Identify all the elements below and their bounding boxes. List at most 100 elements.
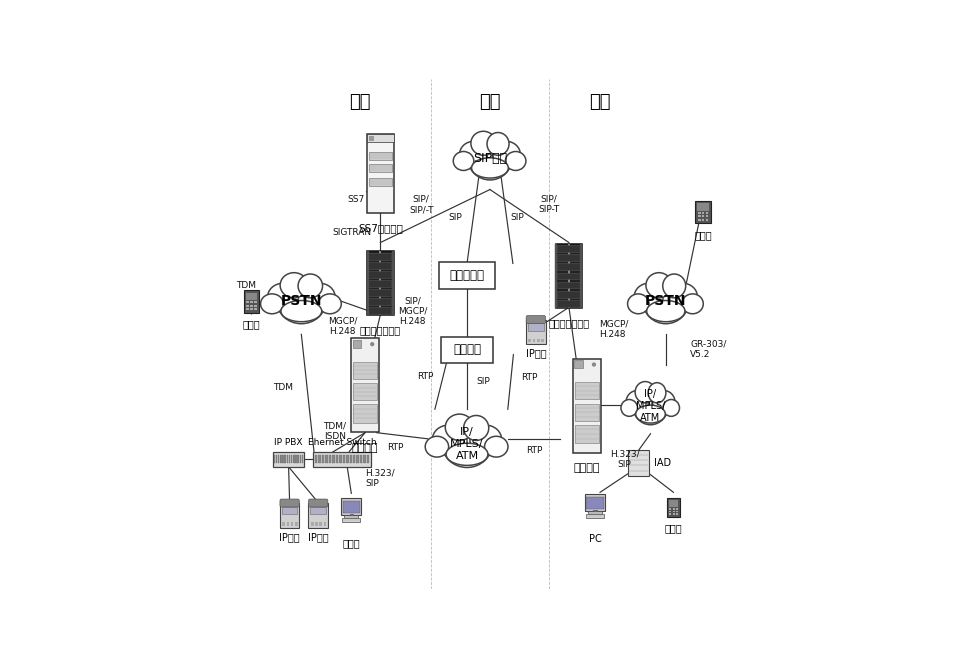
FancyBboxPatch shape [318,455,321,463]
Text: IAD: IAD [654,457,671,468]
Text: SIP: SIP [476,377,489,386]
Text: 接入: 接入 [589,93,610,111]
FancyBboxPatch shape [676,510,678,512]
FancyBboxPatch shape [369,152,392,160]
FancyBboxPatch shape [706,215,708,218]
Ellipse shape [460,142,488,168]
FancyBboxPatch shape [528,323,544,330]
FancyBboxPatch shape [254,308,256,310]
Text: IP电话: IP电话 [526,349,546,359]
FancyBboxPatch shape [336,455,338,463]
FancyBboxPatch shape [706,218,708,220]
FancyBboxPatch shape [367,252,394,315]
Ellipse shape [635,381,655,403]
FancyBboxPatch shape [247,308,249,310]
FancyBboxPatch shape [244,290,259,312]
Text: 媒体网关: 媒体网关 [352,443,379,453]
FancyBboxPatch shape [368,307,392,314]
FancyBboxPatch shape [673,513,675,515]
Ellipse shape [621,399,638,416]
FancyBboxPatch shape [441,336,493,363]
FancyBboxPatch shape [353,361,377,379]
FancyBboxPatch shape [380,252,381,315]
FancyBboxPatch shape [339,455,341,463]
FancyBboxPatch shape [311,522,314,526]
FancyBboxPatch shape [556,245,580,252]
FancyBboxPatch shape [668,500,679,506]
FancyBboxPatch shape [676,508,678,510]
Ellipse shape [485,436,508,457]
Text: 软电话: 软电话 [342,538,360,548]
Ellipse shape [261,294,283,314]
Text: 电话机: 电话机 [243,320,260,330]
FancyBboxPatch shape [287,522,290,526]
Text: IP PBX: IP PBX [274,438,303,448]
Text: 电话机: 电话机 [694,230,712,240]
Text: PSTN: PSTN [281,294,322,308]
FancyBboxPatch shape [586,514,604,518]
Text: 应用: 应用 [479,93,501,111]
FancyBboxPatch shape [580,244,582,308]
FancyBboxPatch shape [367,252,369,315]
FancyBboxPatch shape [368,280,392,287]
FancyBboxPatch shape [246,293,257,300]
Ellipse shape [298,274,322,298]
FancyBboxPatch shape [300,455,301,463]
FancyBboxPatch shape [368,271,392,278]
FancyBboxPatch shape [353,340,361,348]
FancyBboxPatch shape [250,308,252,310]
FancyBboxPatch shape [369,164,392,172]
Ellipse shape [268,283,298,311]
FancyBboxPatch shape [250,301,252,303]
FancyBboxPatch shape [302,455,303,463]
FancyBboxPatch shape [529,338,532,342]
FancyBboxPatch shape [698,215,701,218]
FancyBboxPatch shape [278,455,279,463]
FancyBboxPatch shape [282,506,297,514]
FancyBboxPatch shape [323,522,326,526]
Text: SS7: SS7 [348,195,365,204]
FancyBboxPatch shape [369,177,392,185]
FancyBboxPatch shape [247,301,249,303]
Ellipse shape [646,301,684,322]
FancyBboxPatch shape [568,244,570,308]
Circle shape [593,363,596,366]
FancyBboxPatch shape [281,455,283,463]
Text: IP/
MPLS/
ATM: IP/ MPLS/ ATM [636,389,665,422]
FancyBboxPatch shape [343,501,359,513]
FancyBboxPatch shape [702,215,705,218]
Ellipse shape [425,436,448,457]
FancyBboxPatch shape [669,508,671,510]
FancyBboxPatch shape [556,300,580,307]
FancyBboxPatch shape [353,404,377,423]
Ellipse shape [668,283,698,311]
FancyBboxPatch shape [556,291,580,297]
FancyBboxPatch shape [628,449,649,476]
FancyBboxPatch shape [313,451,372,467]
Ellipse shape [648,383,666,403]
Text: SIP: SIP [511,213,524,222]
Ellipse shape [445,414,474,440]
Text: RTP: RTP [387,443,403,452]
FancyBboxPatch shape [368,253,392,260]
Ellipse shape [492,142,520,168]
FancyBboxPatch shape [697,203,708,211]
Ellipse shape [446,444,488,465]
FancyBboxPatch shape [367,455,369,463]
Ellipse shape [636,405,665,423]
Ellipse shape [646,273,672,298]
FancyBboxPatch shape [532,338,535,342]
Ellipse shape [277,279,326,324]
Ellipse shape [442,420,492,467]
Ellipse shape [471,131,496,156]
FancyBboxPatch shape [315,522,317,526]
FancyBboxPatch shape [346,455,349,463]
Text: RTP: RTP [417,371,433,381]
FancyBboxPatch shape [698,218,701,220]
Ellipse shape [467,137,512,180]
Ellipse shape [471,158,509,178]
FancyBboxPatch shape [706,213,708,214]
FancyBboxPatch shape [311,506,326,514]
FancyBboxPatch shape [333,455,335,463]
FancyBboxPatch shape [585,494,605,511]
